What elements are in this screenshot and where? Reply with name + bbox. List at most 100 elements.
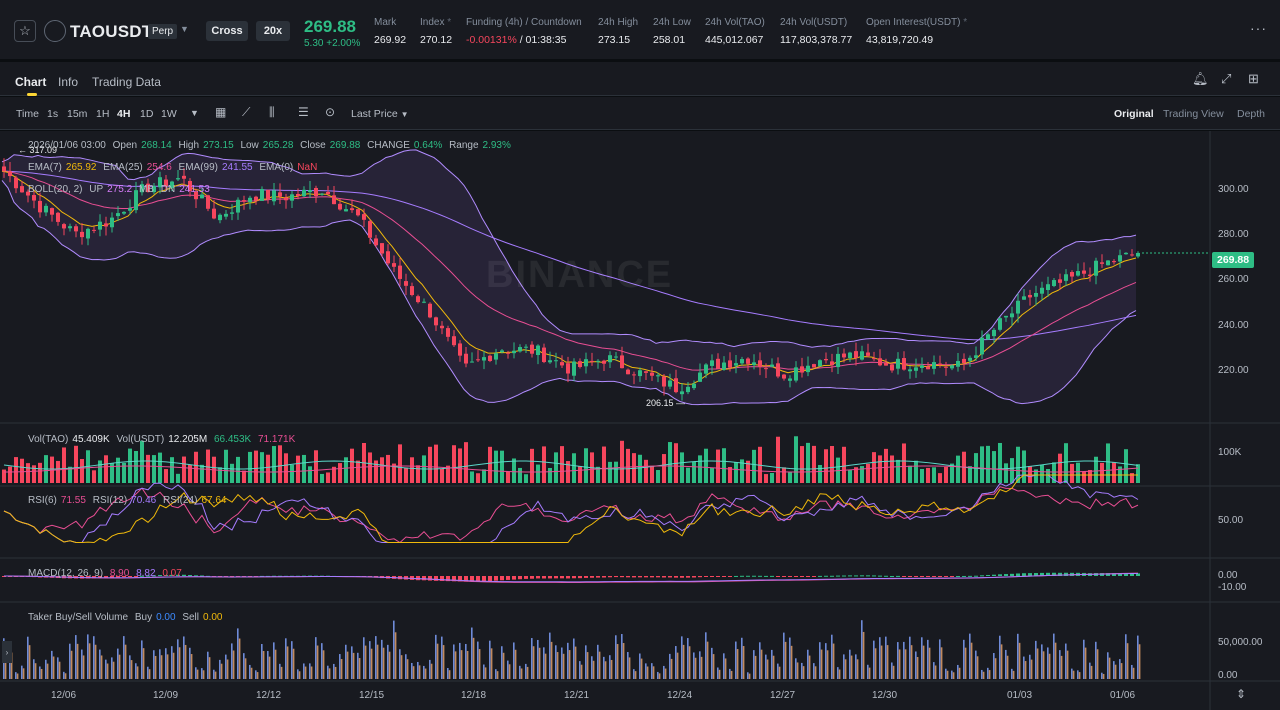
interval-1w[interactable]: 1W: [161, 108, 177, 120]
volume-bar: [734, 462, 738, 483]
candle-body: [992, 329, 996, 337]
macd-histogram-bar: [602, 576, 606, 578]
taker-sell-bar: [22, 668, 25, 679]
candle-body: [116, 213, 120, 217]
taker-sell-bar: [394, 632, 397, 679]
volume-bar: [746, 460, 750, 483]
candle-body: [914, 367, 918, 371]
taker-sell-bar: [328, 668, 331, 679]
ema-legend: EMA(7) 265.92 EMA(25) 254.6 EMA(99) 241.55 …: [28, 162, 318, 173]
price-type-select[interactable]: Last Price ▼: [351, 108, 409, 120]
taker-buy-bar: [189, 647, 191, 679]
alert-bell-icon[interactable]: 🔔︎: [1192, 71, 1209, 86]
taker-sell-bar: [340, 659, 343, 679]
taker-buy-bar: [927, 639, 929, 679]
macd-histogram-bar: [428, 576, 432, 581]
macd-histogram-bar: [560, 576, 564, 579]
volume-bar: [494, 450, 498, 483]
favorite-star-icon[interactable]: ☆: [14, 20, 36, 42]
taker-buy-bar: [237, 628, 239, 679]
interval-1d[interactable]: 1D: [140, 108, 154, 120]
taker-buy-bar: [1023, 656, 1025, 679]
tab-chart[interactable]: Chart: [15, 75, 47, 89]
taker-sell-bar: [238, 638, 241, 679]
taker-buy-bar: [147, 666, 149, 679]
taker-buy-bar: [1047, 647, 1049, 679]
candle-body: [602, 360, 606, 364]
volume-bar: [446, 465, 450, 483]
chart-type-icon[interactable]: ⫼: [269, 105, 275, 119]
crosshair-icon[interactable]: ⊙: [325, 105, 336, 119]
view-original[interactable]: Original: [1114, 108, 1154, 120]
symbol-dropdown-icon[interactable]: ▼: [180, 24, 189, 34]
taker-buy-bar: [321, 643, 323, 679]
interval-15m[interactable]: 15m: [67, 108, 88, 120]
layout-grid-icon[interactable]: ⊞: [1248, 71, 1259, 86]
volume-bar: [1088, 469, 1092, 483]
candle-body: [266, 189, 270, 200]
taker-sell-bar: [874, 648, 877, 679]
candle-body: [428, 303, 432, 318]
candle-body: [194, 191, 198, 200]
candle-body: [530, 344, 534, 354]
candle-body: [512, 350, 516, 354]
taker-buy-bar: [741, 637, 743, 679]
macd-histogram-bar: [1004, 574, 1008, 576]
stat-open-interest[interactable]: Open Interest(USDT) * 43,819,720.49: [866, 17, 967, 46]
macd-histogram-bar: [878, 575, 882, 577]
chart-area[interactable]: BINANCE 2026/01/06 03:00 Open 268.14 High…: [0, 131, 1280, 710]
candle-body: [374, 238, 378, 246]
volume-bar: [692, 461, 696, 483]
interval-4h[interactable]: 4H: [117, 108, 131, 120]
leverage-button[interactable]: 20x: [256, 21, 290, 41]
macd-histogram-bar: [506, 576, 510, 580]
volume-bar: [8, 466, 12, 483]
candle-body: [1124, 252, 1128, 255]
tab-trading-data[interactable]: Trading Data: [92, 75, 161, 89]
collapse-panel-icon[interactable]: ›: [2, 641, 12, 663]
margin-mode-button[interactable]: Cross: [206, 21, 248, 41]
interval-1h[interactable]: 1H: [96, 108, 110, 120]
more-intervals-caret-icon[interactable]: ▼: [190, 108, 199, 118]
volume-bar: [722, 448, 726, 483]
tab-info[interactable]: Info: [58, 75, 79, 89]
volume-bar: [332, 466, 336, 483]
taker-buy-bar: [813, 663, 815, 679]
candle-body: [1028, 294, 1032, 298]
view-trading-view[interactable]: Trading View: [1163, 108, 1224, 120]
macd-histogram-bar: [446, 576, 450, 582]
interval-1s[interactable]: 1s: [47, 108, 59, 120]
macd-histogram-bar: [1124, 573, 1128, 576]
view-depth[interactable]: Depth: [1237, 108, 1266, 120]
candle-body: [326, 191, 330, 195]
indicator-icon[interactable]: ⟋: [242, 105, 251, 119]
candle-body: [674, 378, 678, 393]
taker-sell-bar: [490, 648, 493, 679]
taker-sell-bar: [502, 652, 505, 679]
expand-icon[interactable]: ⤢: [1221, 71, 1232, 86]
macd-histogram-bar: [638, 576, 642, 578]
date-tick: 12/18: [461, 690, 487, 701]
taker-sell-bar: [202, 670, 205, 679]
volume-bar: [1106, 443, 1110, 483]
taker-sell-bar: [10, 652, 13, 679]
taker-sell-bar: [130, 660, 133, 679]
interval-time[interactable]: Time: [16, 108, 39, 120]
macd-histogram-bar: [164, 575, 168, 577]
axis-settings-icon[interactable]: ⇕: [1236, 687, 1247, 701]
stat-24h-vol-tao: 24h Vol(TAO) 445,012.067: [705, 17, 765, 46]
taker-sell-bar: [388, 651, 391, 679]
calendar-icon[interactable]: ▦: [215, 105, 227, 119]
taker-sell-bar: [382, 647, 385, 679]
stat-index[interactable]: Index * 270.12: [420, 17, 452, 46]
volume-bar: [950, 463, 954, 483]
symbol-name[interactable]: TAOUSDT: [70, 22, 153, 41]
settings-icon[interactable]: ☰: [298, 105, 309, 119]
candle-body: [872, 358, 876, 360]
taker-buy-bar: [1059, 650, 1061, 679]
more-options-icon[interactable]: ···: [1250, 20, 1267, 36]
volume-bar: [164, 469, 168, 483]
candlestick-chart[interactable]: [0, 131, 1280, 710]
bollinger-band-fill: [2, 149, 1136, 405]
taker-buy-bar: [999, 635, 1001, 679]
